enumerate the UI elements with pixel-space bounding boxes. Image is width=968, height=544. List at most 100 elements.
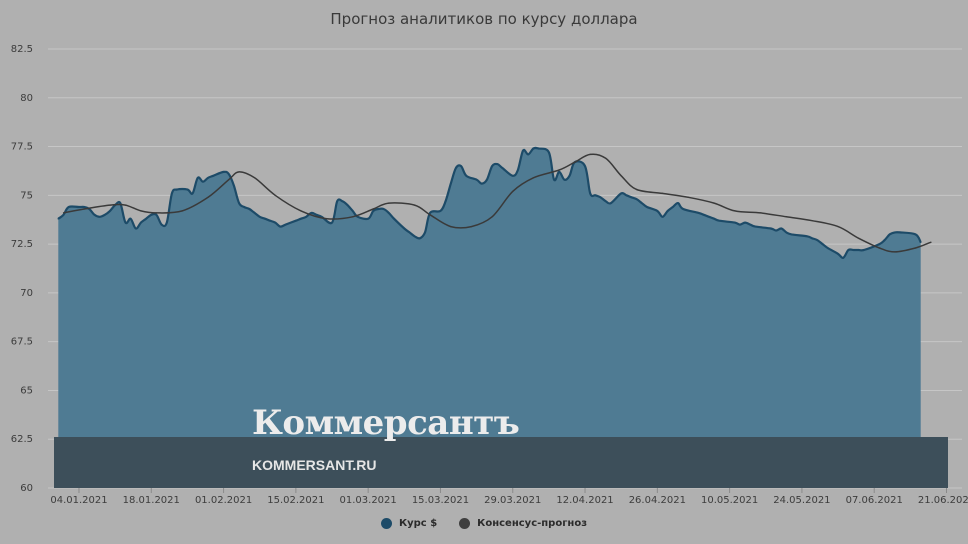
data-point-consensus-13 — [326, 218, 328, 220]
data-point-rate-97 — [625, 194, 628, 197]
data-point-rate-43 — [300, 217, 302, 220]
data-point-rate-76 — [496, 163, 499, 165]
data-point-rate-27 — [207, 177, 209, 179]
watermark-url: KOMMERSANT.RU — [252, 457, 377, 473]
data-point-rate-78 — [511, 175, 514, 177]
data-point-rate-37 — [264, 217, 266, 220]
data-point-rate-120 — [780, 227, 783, 230]
data-point-consensus-37 — [837, 226, 839, 228]
data-point-rate-56 — [377, 208, 380, 210]
data-point-rate-63 — [419, 237, 421, 240]
y-tick-label-9: 60 — [20, 483, 33, 494]
data-point-rate-140 — [919, 241, 922, 243]
data-point-rate-26 — [202, 180, 204, 183]
data-point-rate-75 — [491, 165, 493, 167]
data-point-consensus-22 — [512, 190, 514, 192]
x-tick-label-7: 12.04.2021 — [556, 495, 613, 506]
data-point-rate-31 — [233, 184, 235, 187]
data-point-rate-115 — [744, 221, 746, 224]
data-point-consensus-5 — [155, 212, 157, 214]
x-tick-label-9: 10.05.2021 — [701, 495, 758, 506]
y-axis: 82.5 80 77.5 75 72.5 70 67.5 65 62.5 60 — [11, 44, 33, 494]
data-point-consensus-16 — [388, 202, 390, 204]
data-point-rate-64 — [424, 231, 426, 234]
data-point-rate-45 — [310, 212, 313, 214]
data-point-consensus-32 — [713, 202, 715, 204]
data-point-rate-90 — [584, 165, 586, 167]
area-layer — [57, 146, 922, 488]
data-point-rate-50 — [341, 200, 344, 202]
data-point-rate-86 — [558, 171, 560, 173]
watermark-band — [54, 437, 948, 488]
data-point-rate-117 — [754, 225, 757, 228]
x-tick-label-0: 04.01.2021 — [50, 495, 107, 506]
data-point-rate-84 — [548, 151, 550, 154]
data-point-rate-104 — [666, 210, 669, 212]
data-point-consensus-25 — [574, 161, 576, 163]
x-axis: 04.01.2021 18.01.2021 01.02.2021 15.02.2021… — [50, 488, 968, 506]
data-point-consensus-6 — [181, 210, 183, 212]
data-point-rate-98 — [630, 196, 633, 199]
data-point-rate-100 — [641, 202, 643, 204]
data-point-consensus-19 — [450, 226, 452, 228]
data-point-rate-73 — [481, 182, 483, 185]
data-point-rate-92 — [594, 194, 597, 197]
data-point-rate-70 — [460, 165, 462, 167]
data-point-rate-57 — [382, 208, 385, 210]
data-point-rate-36 — [258, 216, 261, 218]
data-point-rate-44 — [305, 216, 308, 218]
data-point-rate-4 — [83, 206, 85, 208]
x-tick-label-4: 01.03.2021 — [340, 495, 397, 506]
data-point-rate-18 — [155, 214, 158, 216]
series-area-rate-fill — [58, 147, 921, 488]
data-point-rate-1 — [62, 214, 65, 216]
data-point-rate-114 — [739, 223, 741, 226]
data-point-consensus-42 — [930, 241, 932, 243]
data-point-rate-11 — [119, 202, 122, 204]
data-point-rate-6 — [93, 214, 96, 216]
legend-marker-rate — [380, 518, 392, 529]
legend-label-rate: Курс $ — [398, 518, 438, 529]
data-point-consensus-33 — [734, 210, 736, 212]
data-point-rate-55 — [372, 210, 375, 212]
data-point-rate-93 — [599, 196, 602, 199]
legend: Курс $ Консенсус-прогноз — [0, 518, 968, 529]
data-point-rate-102 — [656, 210, 659, 212]
data-point-rate-66 — [439, 210, 442, 212]
legend-item-rate[interactable]: Курс $ — [380, 518, 438, 529]
data-point-consensus-31 — [687, 196, 689, 198]
data-point-rate-29 — [222, 171, 225, 173]
data-point-rate-132 — [857, 249, 860, 251]
data-point-rate-23 — [186, 188, 189, 191]
data-point-consensus-20 — [470, 226, 472, 228]
data-point-consensus-17 — [414, 204, 416, 206]
data-point-consensus-29 — [636, 188, 638, 191]
data-point-rate-125 — [816, 239, 819, 241]
data-point-rate-129 — [842, 257, 844, 259]
data-point-rate-62 — [413, 235, 416, 238]
data-point-rate-137 — [894, 231, 896, 234]
data-point-rate-53 — [357, 216, 359, 218]
data-point-rate-33 — [243, 206, 245, 208]
data-point-consensus-9 — [238, 171, 240, 173]
data-point-consensus-2 — [109, 204, 111, 206]
legend-item-consensus[interactable]: Консенсус-прогноз — [459, 518, 587, 529]
data-point-rate-3 — [78, 206, 80, 208]
data-point-rate-85 — [553, 178, 555, 181]
data-point-rate-0 — [57, 217, 60, 220]
data-point-rate-72 — [475, 178, 478, 181]
data-point-consensus-1 — [83, 208, 85, 210]
data-point-rate-2 — [67, 206, 70, 208]
data-point-rate-74 — [486, 178, 488, 181]
legend-label-consensus: Консенсус-прогноз — [477, 518, 588, 529]
data-point-rate-69 — [455, 167, 457, 169]
y-tick-label-8: 62.5 — [11, 434, 33, 445]
data-point-rate-42 — [295, 219, 297, 222]
data-point-rate-71 — [465, 175, 468, 177]
data-point-rate-116 — [749, 223, 752, 226]
data-point-rate-9 — [109, 210, 111, 212]
data-point-rate-65 — [429, 212, 431, 214]
data-point-rate-131 — [852, 249, 855, 251]
y-tick-label-2: 77.5 — [11, 142, 33, 153]
